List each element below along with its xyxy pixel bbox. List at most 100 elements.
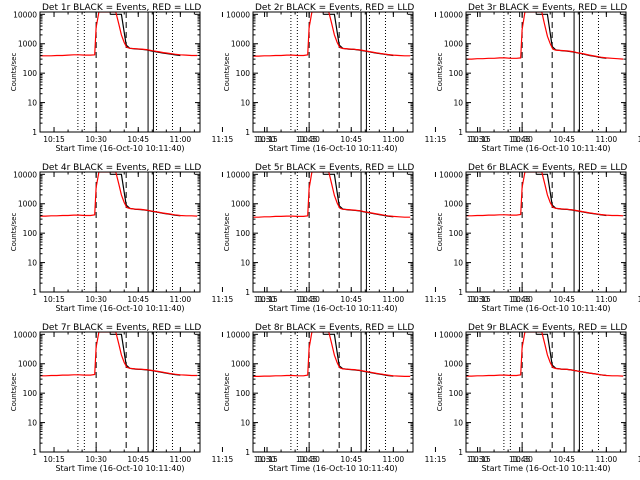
x-axis-label: Start Time (16-Oct-10 10:11:40) — [481, 304, 610, 313]
events-series-line — [536, 333, 607, 377]
y-tick-label: 10000 — [13, 170, 37, 179]
lld-series-line — [253, 332, 411, 377]
y-tick-label: 100 — [23, 229, 38, 238]
y-tick-label: 1000 — [18, 360, 37, 369]
x-axis-label: Start Time (16-Oct-10 10:11:40) — [268, 464, 397, 473]
y-tick-label: 10000 — [226, 10, 250, 19]
y-tick-label: 1000 — [231, 40, 250, 49]
y-tick-label: 10000 — [13, 10, 37, 19]
plot-frame — [252, 331, 414, 453]
x-axis-label: Start Time (16-Oct-10 10:11:40) — [55, 144, 184, 153]
x-tick-label: 11:15 — [212, 455, 234, 464]
detector-panel: 1 10 100 1000 10000 10:15 10:30 10:45 11:00 11:15… — [436, 163, 640, 313]
x-tick-label: 11:30 — [467, 455, 489, 464]
y-axis-label: Counts/sec — [223, 53, 231, 92]
y-tick-label: 1 — [32, 288, 37, 297]
y-tick-label: 100 — [236, 69, 251, 78]
x-tick-label: 11:45 — [509, 135, 531, 144]
x-tick-label: 11:00 — [383, 455, 405, 464]
x-tick-label: 10:30 — [85, 135, 107, 144]
lld-series-line — [40, 172, 198, 217]
detector-panel: 1 10 100 1000 10000 10:15 10:30 10:45 11:00 11:15… — [10, 163, 318, 313]
x-tick-label: 10:45 — [553, 455, 575, 464]
y-tick-label: 10 — [27, 99, 37, 108]
x-tick-label: 11:00 — [596, 135, 618, 144]
x-tick-label: 10:30 — [85, 295, 107, 304]
chart-title: Det 4r BLACK = Events, RED = LLD — [42, 163, 201, 173]
y-tick-label: 1 — [32, 448, 37, 457]
x-axis-label: Start Time (16-Oct-10 10:11:40) — [481, 464, 610, 473]
x-tick-label: 10:45 — [340, 455, 362, 464]
x-tick-label: 10:45 — [553, 295, 575, 304]
x-tick-label: 10:45 — [340, 135, 362, 144]
x-axis-label: Start Time (16-Oct-10 10:11:40) — [268, 304, 397, 313]
lld-series-line — [466, 172, 624, 217]
plot-frame — [465, 11, 627, 133]
y-tick-label: 10 — [240, 419, 250, 428]
y-tick-label: 1 — [32, 128, 37, 137]
y-tick-label: 100 — [449, 389, 464, 398]
detector-panel: 1 10 100 1000 10000 10:15 10:30 10:45 11:00 11:15… — [223, 3, 531, 153]
chart-title: Det 6r BLACK = Events, RED = LLD — [468, 163, 627, 173]
y-tick-label: 10 — [453, 259, 463, 268]
y-tick-label: 100 — [23, 69, 38, 78]
x-tick-label: 11:00 — [170, 135, 192, 144]
x-tick-label: 10:45 — [340, 295, 362, 304]
y-tick-label: 100 — [236, 229, 251, 238]
x-tick-label: 10:15 — [43, 135, 65, 144]
x-tick-label: 11:15 — [638, 455, 640, 464]
chart-title: Det 9r BLACK = Events, RED = LLD — [468, 323, 627, 333]
x-tick-label: 11:15 — [638, 135, 640, 144]
y-tick-label: 10 — [240, 99, 250, 108]
x-tick-label: 11:00 — [170, 455, 192, 464]
x-axis-label: Start Time (16-Oct-10 10:11:40) — [55, 304, 184, 313]
x-tick-label: 11:30 — [254, 135, 276, 144]
x-tick-label: 11:30 — [254, 455, 276, 464]
x-tick-label: 11:00 — [596, 295, 618, 304]
x-tick-label: 10:45 — [127, 455, 149, 464]
plot-frame — [252, 11, 414, 133]
y-tick-label: 1000 — [18, 40, 37, 49]
plot-frame — [252, 171, 414, 293]
y-tick-label: 1 — [245, 128, 250, 137]
x-tick-label: 11:00 — [383, 295, 405, 304]
lld-series-line — [40, 12, 198, 57]
y-tick-label: 1 — [458, 448, 463, 457]
y-axis-label: Counts/sec — [223, 373, 231, 412]
lld-series-line — [253, 172, 411, 218]
x-tick-label: 11:15 — [212, 295, 234, 304]
y-tick-label: 10 — [453, 419, 463, 428]
x-tick-label: 11:45 — [509, 295, 531, 304]
plot-frame — [39, 11, 201, 133]
y-axis-label: Counts/sec — [10, 373, 18, 412]
x-tick-label: 11:45 — [296, 295, 318, 304]
x-tick-label: 10:15 — [256, 135, 278, 144]
x-tick-label: 11:15 — [425, 295, 447, 304]
y-axis-label: Counts/sec — [10, 213, 18, 252]
x-tick-label: 10:45 — [127, 295, 149, 304]
x-tick-label: 10:30 — [85, 455, 107, 464]
y-tick-label: 100 — [236, 389, 251, 398]
x-tick-label: 11:00 — [170, 295, 192, 304]
detector-panel: 1 10 100 1000 10000 10:15 10:30 10:45 11:00 11:15… — [436, 323, 640, 473]
y-tick-label: 10000 — [439, 170, 463, 179]
y-axis-label: Counts/sec — [436, 373, 444, 412]
y-tick-label: 10 — [27, 259, 37, 268]
y-tick-label: 1000 — [231, 360, 250, 369]
x-tick-label: 11:15 — [425, 135, 447, 144]
chart-title: Det 8r BLACK = Events, RED = LLD — [255, 323, 414, 333]
lld-series-line — [253, 12, 411, 57]
x-tick-label: 10:15 — [256, 455, 278, 464]
y-tick-label: 10 — [240, 259, 250, 268]
chart-title: Det 2r BLACK = Events, RED = LLD — [255, 3, 414, 13]
x-tick-label: 11:45 — [296, 135, 318, 144]
x-tick-label: 10:45 — [553, 135, 575, 144]
detector-panel: 1 10 100 1000 10000 10:15 10:30 10:45 11:00 11:15… — [223, 163, 531, 313]
x-tick-label: 11:15 — [425, 455, 447, 464]
x-tick-label: 11:45 — [509, 455, 531, 464]
y-tick-label: 10000 — [226, 330, 250, 339]
x-tick-label: 10:15 — [43, 295, 65, 304]
y-tick-label: 1 — [458, 288, 463, 297]
detector-panel: 1 10 100 1000 10000 10:15 10:30 10:45 11:00 11:15… — [223, 323, 531, 473]
y-tick-label: 100 — [449, 229, 464, 238]
